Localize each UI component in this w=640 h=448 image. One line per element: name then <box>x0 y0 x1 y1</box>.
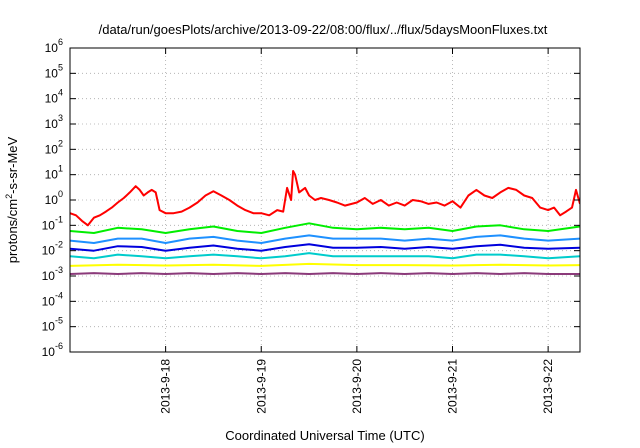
x-tick-label: 2013-9-22 <box>541 359 555 414</box>
series-line-2 <box>70 222 580 234</box>
y-axis-label: protons/cm2-s-sr-MeV <box>4 136 20 263</box>
y-axis-ticks: 106 105 104 103 102 101 100 10-1 10-2 10-3 10-4 10-… <box>42 37 580 359</box>
y-tick-label: 104 <box>45 88 63 106</box>
x-axis-ticks: 2013-9-18 2013-9-19 2013-9-20 2013-9-21 2013… <box>159 48 555 414</box>
y-tick-label: 10-6 <box>42 341 63 359</box>
y-label-sup: 2 <box>4 194 14 199</box>
y-tick-label: 10-3 <box>42 265 63 283</box>
y-label-rest: -s-sr-MeV <box>5 136 20 193</box>
x-tick-label: 2013-9-21 <box>446 359 460 414</box>
y-tick-label: 102 <box>45 138 63 156</box>
series-line-1 <box>70 170 580 227</box>
y-tick-label: 103 <box>45 113 63 131</box>
y-tick-label: 10-2 <box>42 240 63 258</box>
series-line-4 <box>70 243 580 252</box>
x-tick-label: 2013-9-18 <box>159 359 173 414</box>
x-tick-label: 2013-9-19 <box>254 359 268 414</box>
x-tick-label: 2013-9-20 <box>350 359 364 414</box>
y-tick-label: 10-5 <box>42 316 63 334</box>
chart-title: /data/run/goesPlots/archive/2013-09-22/0… <box>99 22 548 37</box>
series-line-7 <box>70 272 580 275</box>
y-tick-label: 105 <box>45 62 63 80</box>
series-line-6 <box>70 262 580 267</box>
y-tick-label: 106 <box>45 37 63 55</box>
y-tick-label: 10-4 <box>42 290 63 308</box>
y-tick-label: 10-1 <box>42 214 63 232</box>
series-line-3 <box>70 234 580 244</box>
y-tick-label: 100 <box>45 189 63 207</box>
y-tick-label: 101 <box>45 164 63 182</box>
series-line-5 <box>70 252 580 260</box>
y-label-base: protons/cm <box>5 199 20 263</box>
x-axis-label: Coordinated Universal Time (UTC) <box>225 428 424 443</box>
series-group <box>70 170 580 275</box>
